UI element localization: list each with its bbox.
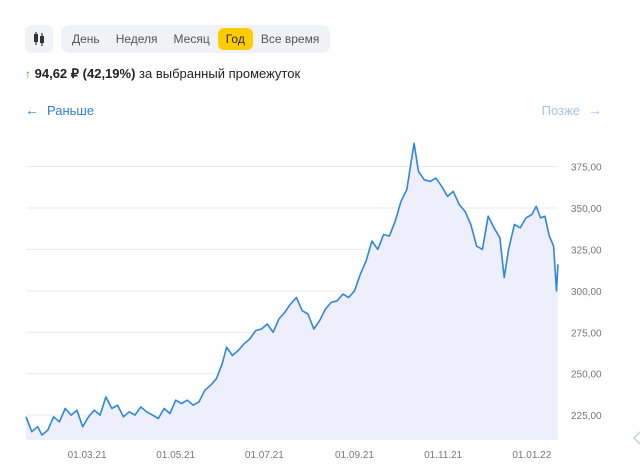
tab-week[interactable]: Неделя (115, 32, 158, 46)
x-tick-label: 01.01.22 (512, 450, 551, 461)
y-tick-label: 350,00 (571, 204, 602, 215)
y-tick-label: 250,00 (571, 370, 602, 381)
period-selector: День Неделя Месяц Год Все время (61, 25, 331, 53)
earlier-button[interactable]: ← Раньше (25, 102, 94, 118)
x-tick-label: 01.03.21 (68, 450, 107, 461)
y-tick-label: 225,00 (571, 411, 602, 422)
y-tick-label: 375,00 (571, 163, 602, 174)
arrow-right-icon: → (588, 102, 602, 118)
earlier-label: Раньше (47, 102, 95, 118)
tab-all-time[interactable]: Все время (260, 32, 320, 46)
candlestick-icon (34, 32, 44, 46)
x-tick-label: 01.09.21 (335, 450, 374, 461)
x-tick-label: 01.05.21 (156, 450, 195, 461)
up-arrow-icon: ↑ (25, 67, 31, 81)
y-tick-label: 325,00 (571, 245, 602, 256)
x-axis-ticks: 01.03.21 01.05.21 01.07.21 01.09.21 01.11.21… (68, 450, 552, 461)
price-change-summary: ↑ 94,62 ₽ (42,19%) за выбранный промежут… (25, 66, 300, 82)
price-area-fill (26, 143, 558, 441)
price-line[interactable] (25, 142, 559, 436)
price-chart: 225,00 250,00 275,00 300,00 325,00 350,00 375,… (25, 142, 602, 461)
scroll-edge-icon (632, 431, 640, 445)
y-tick-label: 275,00 (571, 328, 602, 339)
chart-type-button[interactable] (25, 25, 53, 53)
y-tick-label: 300,00 (571, 287, 602, 298)
price-change-caption: за выбранный промежуток (139, 66, 301, 81)
x-tick-label: 01.11.21 (424, 450, 463, 461)
later-button[interactable]: Позже → (542, 102, 602, 118)
tab-year[interactable]: Год (217, 28, 253, 50)
price-change-value: 94,62 ₽ (42,19%) (34, 66, 136, 81)
y-axis-ticks: 225,00 250,00 275,00 300,00 325,00 350,00 375,… (571, 163, 602, 423)
later-label: Позже (541, 102, 580, 118)
x-tick-label: 01.07.21 (245, 450, 284, 461)
tab-day[interactable]: День (72, 32, 100, 46)
arrow-left-icon: ← (25, 102, 39, 118)
tab-month[interactable]: Месяц (173, 32, 210, 46)
